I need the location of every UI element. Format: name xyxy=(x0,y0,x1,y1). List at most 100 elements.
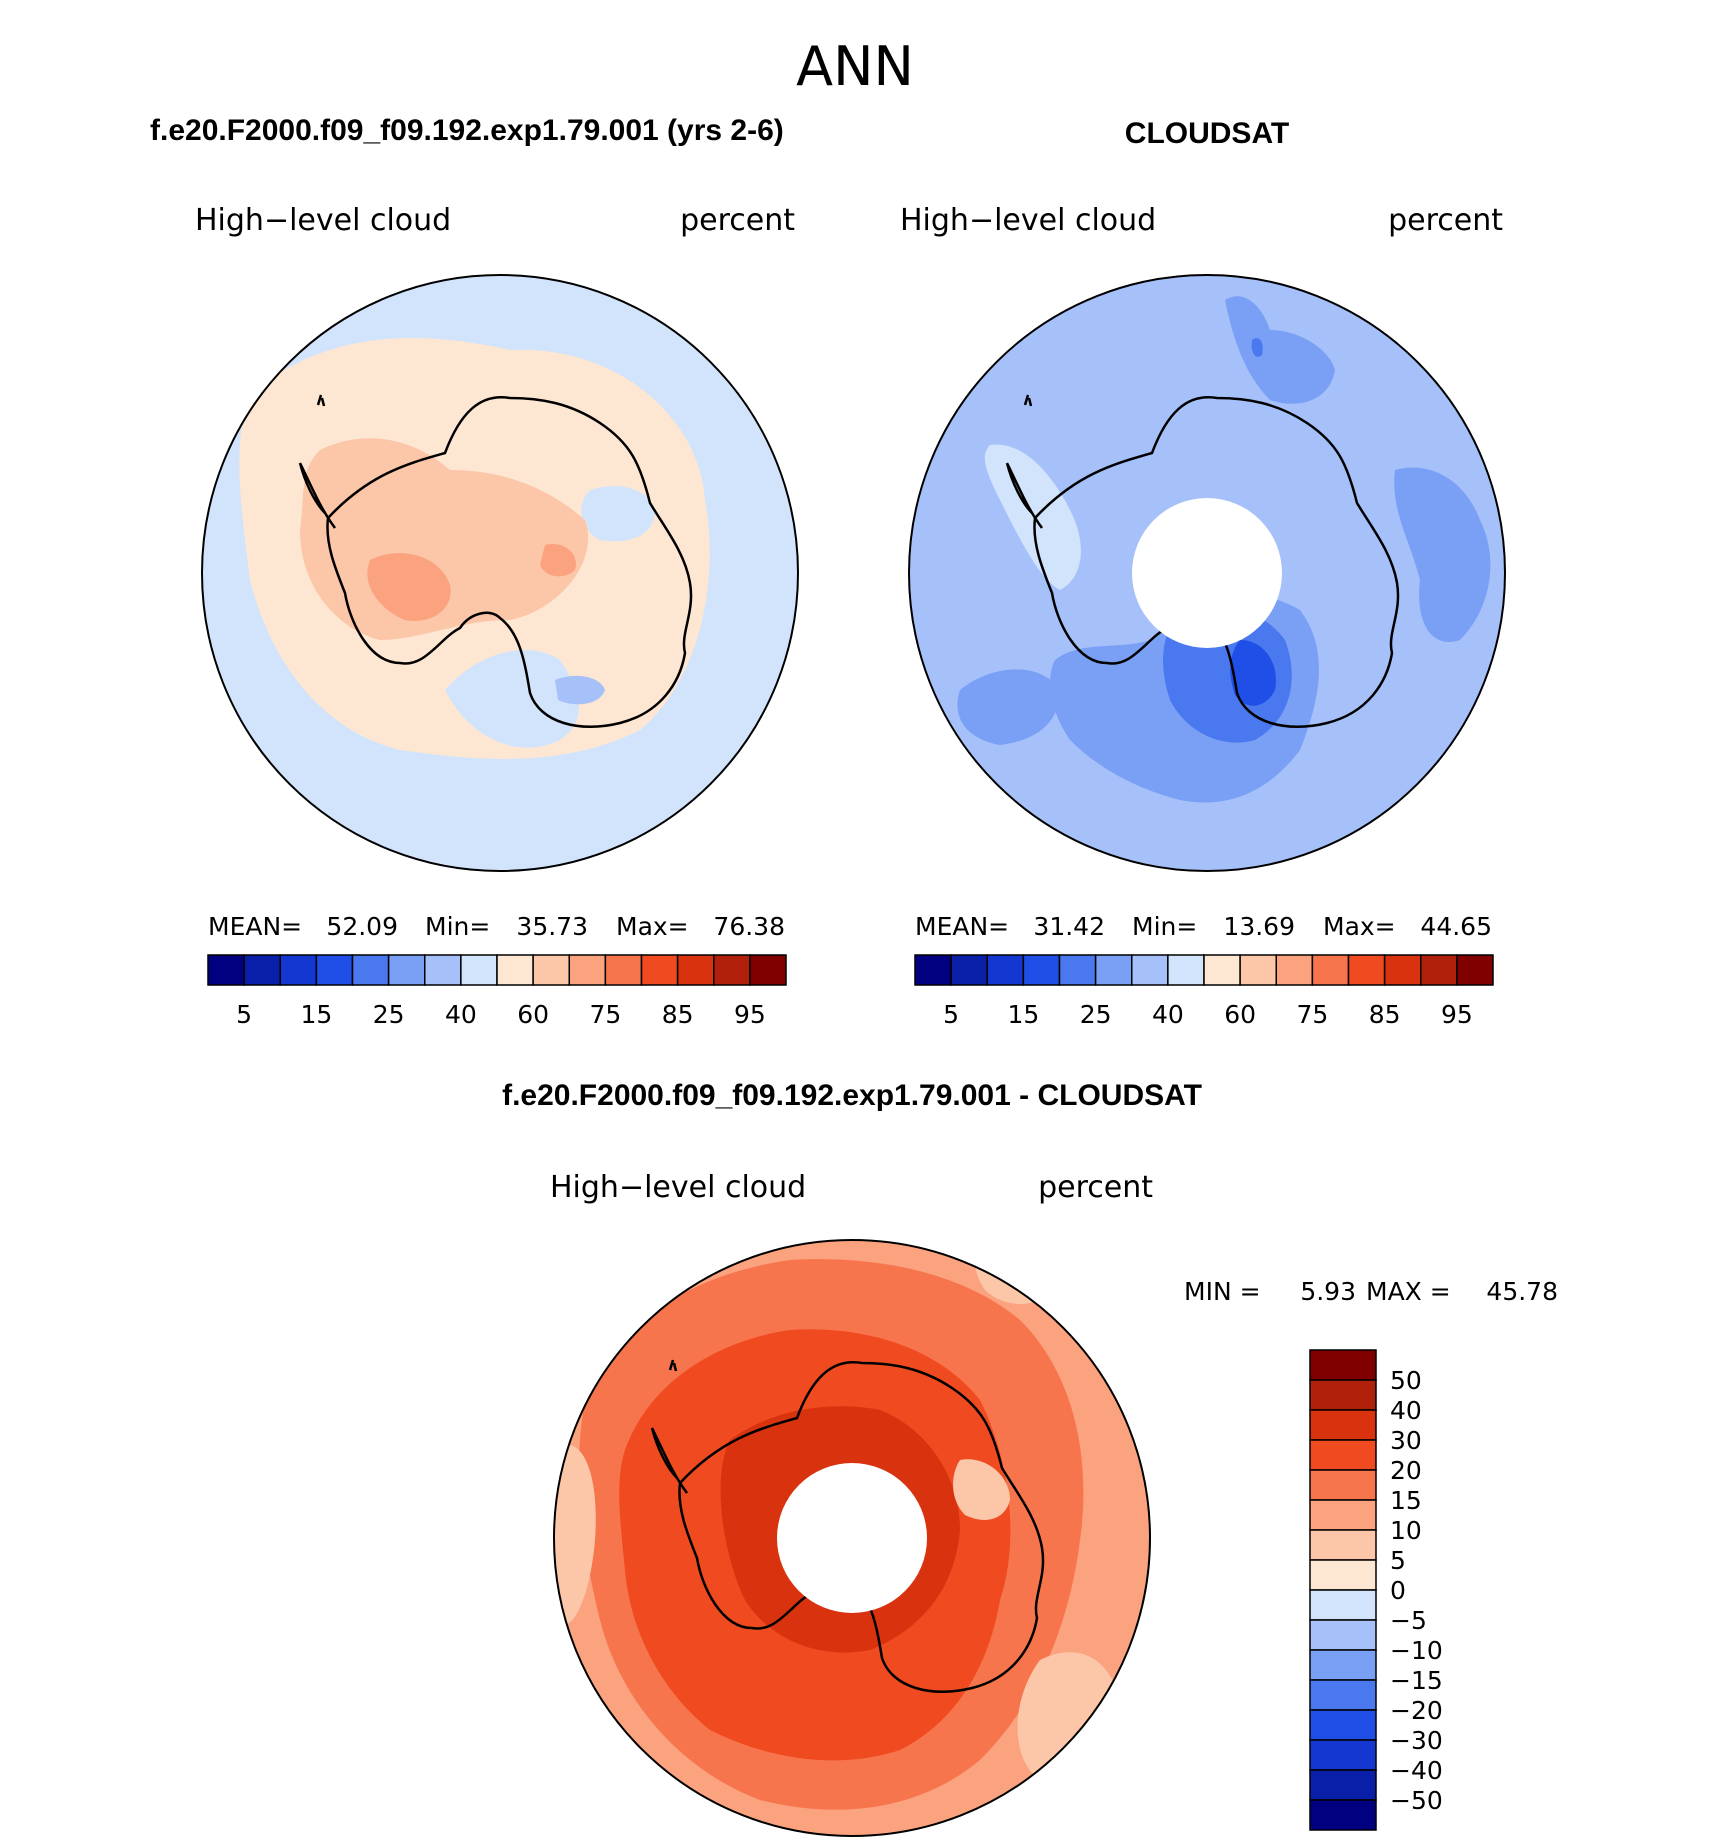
colorbar-swatch xyxy=(749,954,787,986)
panel-stats: MEAN= 52.09 Min= 35.73 Max= 76.38 xyxy=(208,912,785,941)
panel-title: CLOUDSAT xyxy=(1125,117,1289,150)
colorbar-swatch xyxy=(1309,1709,1377,1741)
colorbar-swatch xyxy=(424,954,462,986)
colorbar-swatch xyxy=(1022,954,1061,986)
max-value: 45.78 xyxy=(1486,1277,1558,1306)
contour-weak-edge xyxy=(1017,1652,1120,1780)
min-label: Min= xyxy=(1132,912,1197,941)
colorbar-tick-label: 50 xyxy=(1390,1366,1422,1395)
colorbar-swatch xyxy=(1309,1589,1377,1621)
contour-medium-west xyxy=(957,669,1060,745)
colorbar-tick-label: 95 xyxy=(734,1000,766,1029)
colorbar-swatch xyxy=(1420,954,1458,986)
panel-model: f.e20.F2000.f09_f09.192.exp1.79.001 (yrs… xyxy=(150,114,799,1029)
max-value: 44.65 xyxy=(1420,912,1492,941)
colorbar-swatch xyxy=(676,954,715,986)
mean-label: MEAN= xyxy=(208,912,302,941)
colorbar: 5 15 25 40 60 75 85 95 xyxy=(914,954,1494,1029)
colorbar-swatch xyxy=(950,954,988,986)
colorbar-swatch xyxy=(713,954,751,986)
colorbar-swatch xyxy=(1383,954,1422,986)
min-label: Min= xyxy=(425,912,490,941)
colorbar-swatch xyxy=(1131,954,1169,986)
mean-value: 31.42 xyxy=(1033,912,1105,941)
colorbar-swatch xyxy=(604,954,643,986)
colorbar-tick-label: 5 xyxy=(943,1000,959,1029)
panel-units-label: percent xyxy=(1038,1170,1153,1205)
colorbar-tick-label: 85 xyxy=(1369,1000,1401,1029)
colorbar-swatch xyxy=(1309,1409,1377,1441)
min-value: 5.93 xyxy=(1300,1277,1356,1306)
colorbar-swatch xyxy=(279,954,318,986)
colorbar-tick-label: 85 xyxy=(662,1000,694,1029)
min-label: MIN = xyxy=(1184,1277,1261,1306)
colorbar-tick-label: 15 xyxy=(300,1000,332,1029)
contour-warmer xyxy=(367,553,451,621)
max-value: 76.38 xyxy=(713,912,785,941)
pole-hole xyxy=(1132,498,1282,648)
contour-strong-spot xyxy=(1251,338,1263,357)
colorbar-swatch xyxy=(315,954,354,986)
colorbar-tick-label: 75 xyxy=(1296,1000,1328,1029)
colorbar-tick-label: 5 xyxy=(1390,1546,1406,1575)
panel-difference: f.e20.F2000.f09_f09.192.exp1.79.001 - CL… xyxy=(502,1079,1558,1837)
polar-map xyxy=(202,275,798,871)
mean-label: MEAN= xyxy=(915,912,1009,941)
colorbar-swatch xyxy=(1311,954,1350,986)
panel-title: f.e20.F2000.f09_f09.192.exp1.79.001 (yrs… xyxy=(150,114,784,147)
colorbar-tick-label: 15 xyxy=(1390,1486,1422,1515)
colorbar-swatch xyxy=(1309,1439,1377,1471)
colorbar-swatch xyxy=(1309,1529,1377,1561)
contour-pale-blue-sea xyxy=(581,486,655,542)
colorbar-swatch xyxy=(1058,954,1097,986)
colorbar-swatch xyxy=(243,954,281,986)
colorbar-tick-label: −20 xyxy=(1390,1696,1443,1725)
colorbar-tick-label: 0 xyxy=(1390,1576,1406,1605)
colorbar-tick-label: 75 xyxy=(589,1000,621,1029)
colorbar-tick-label: −5 xyxy=(1390,1606,1427,1635)
colorbar-tick-label: 30 xyxy=(1390,1426,1422,1455)
colorbar-swatch xyxy=(1275,954,1314,986)
contour-stronger xyxy=(1230,640,1276,706)
colorbar-swatch xyxy=(207,954,245,986)
colorbar-tick-label: 20 xyxy=(1390,1456,1422,1485)
contour-pale-blue-bay xyxy=(445,650,579,748)
mean-value: 52.09 xyxy=(326,912,398,941)
polar-map xyxy=(554,1240,1150,1836)
colorbar-swatch xyxy=(460,954,498,986)
colorbar-swatch xyxy=(1347,954,1386,986)
colorbar-swatch xyxy=(568,954,607,986)
figure-title: ANN xyxy=(796,35,914,98)
colorbar-swatch xyxy=(351,954,390,986)
colorbar-tick-label: −10 xyxy=(1390,1636,1443,1665)
colorbar-swatch xyxy=(532,954,570,986)
colorbar-swatch xyxy=(1309,1349,1377,1381)
colorbar-tick-label: 40 xyxy=(1152,1000,1184,1029)
min-value: 13.69 xyxy=(1223,912,1295,941)
colorbar-tick-label: 25 xyxy=(373,1000,405,1029)
contour-medium-east xyxy=(1394,467,1491,642)
max-label: Max= xyxy=(1323,912,1396,941)
colorbar-tick-label: 15 xyxy=(1007,1000,1039,1029)
colorbar-tick-label: 10 xyxy=(1390,1516,1422,1545)
colorbar-swatch xyxy=(640,954,679,986)
colorbar-swatch xyxy=(1309,1649,1377,1681)
colorbar-swatch xyxy=(986,954,1025,986)
colorbar-swatch xyxy=(1309,1679,1377,1711)
contour-weak-east xyxy=(953,1459,1010,1520)
colorbar-swatch xyxy=(914,954,952,986)
colorbar-tick-label: −40 xyxy=(1390,1756,1443,1785)
colorbar-swatch xyxy=(1309,1379,1377,1411)
max-label: MAX = xyxy=(1366,1277,1451,1306)
colorbar-tick-label: 5 xyxy=(236,1000,252,1029)
contour-cool-spot xyxy=(555,675,605,705)
pole-hole xyxy=(777,1463,927,1613)
colorbar-tick-label: 40 xyxy=(445,1000,477,1029)
max-label: Max= xyxy=(616,912,689,941)
panel-observations: CLOUDSAT High−level cloud percent MEAN= … xyxy=(900,117,1506,1029)
colorbar: 5 15 25 40 60 75 85 95 xyxy=(207,954,787,1029)
colorbar-swatch xyxy=(1309,1469,1377,1501)
colorbar-swatch xyxy=(1309,1499,1377,1531)
colorbar-swatch xyxy=(1167,954,1205,986)
